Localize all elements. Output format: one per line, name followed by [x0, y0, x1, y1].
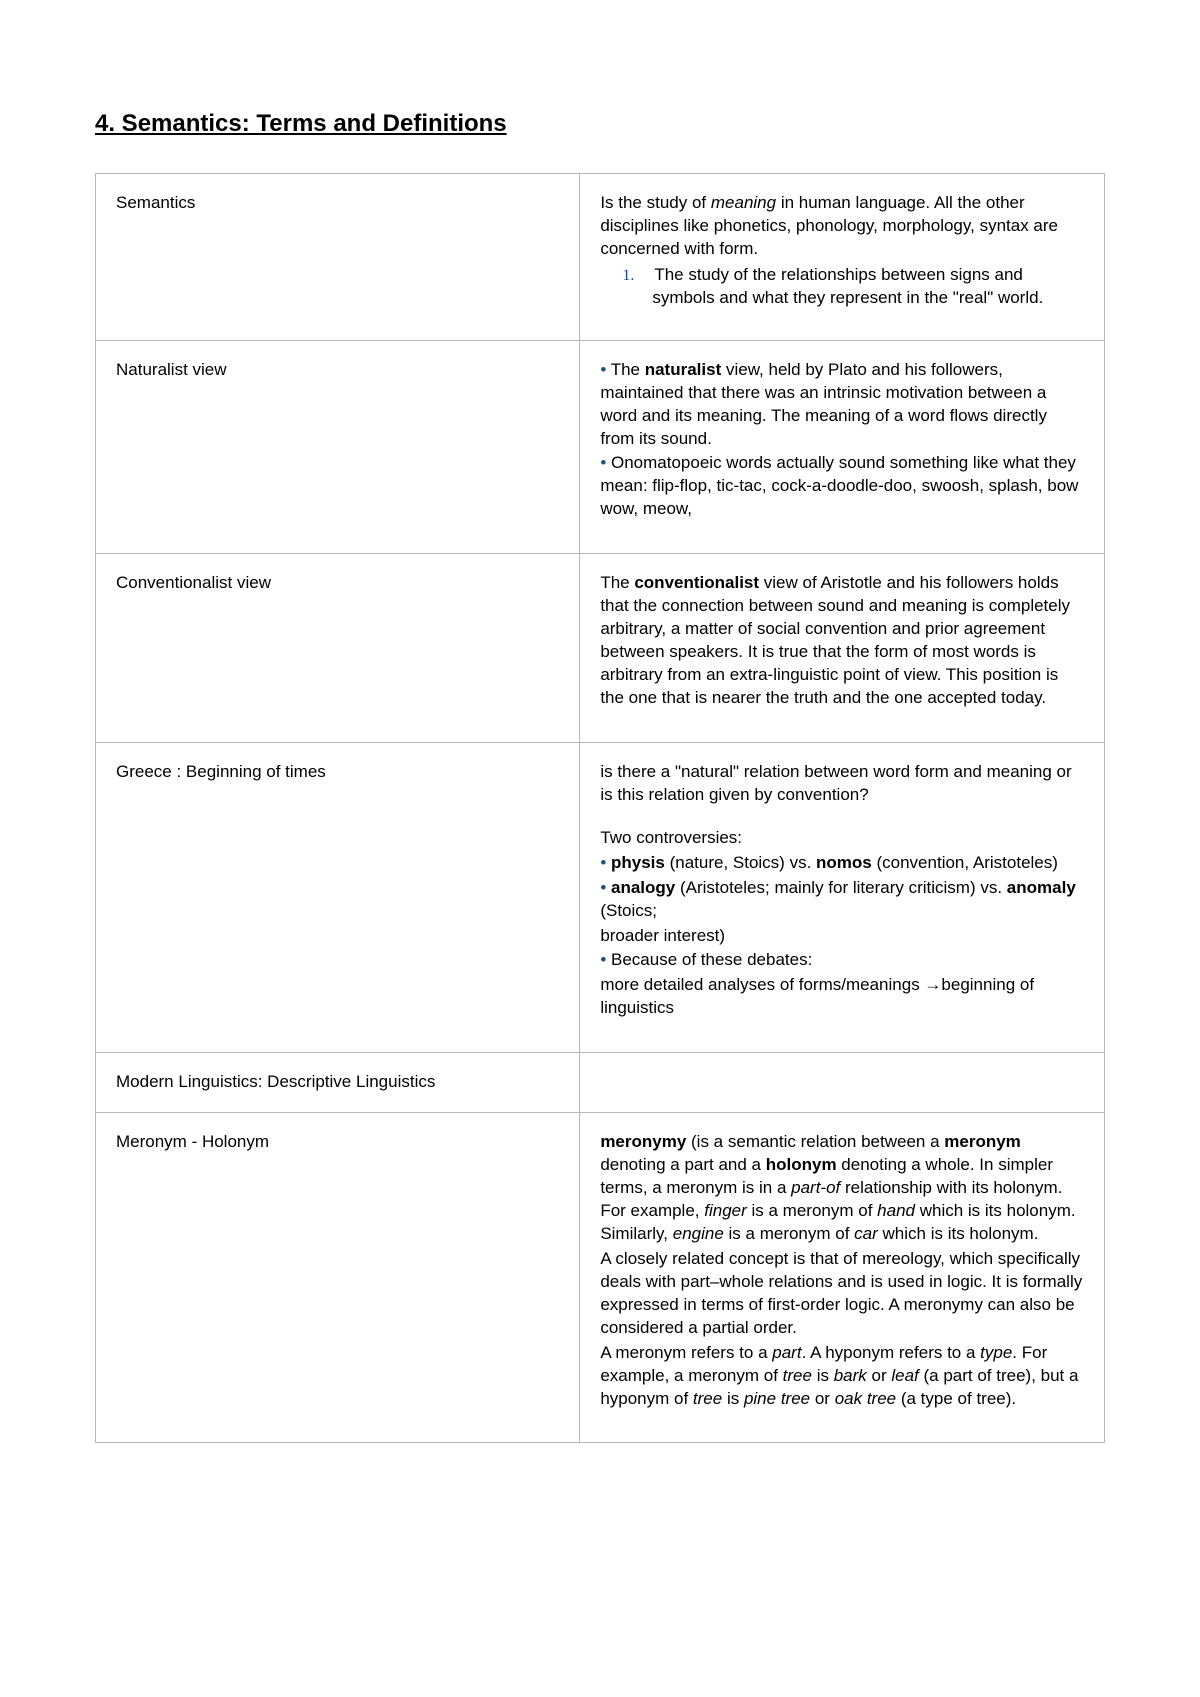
- def-text: part-of: [791, 1178, 840, 1197]
- table-row: Greece : Beginning of times is there a "…: [96, 742, 1105, 1052]
- def-text: or: [810, 1389, 835, 1408]
- def-text: A meronym refers to a: [600, 1343, 772, 1362]
- bullet-icon: •: [600, 360, 610, 379]
- def-text: naturalist: [645, 360, 722, 379]
- def-text: anomaly: [1007, 878, 1076, 897]
- def-text: is: [722, 1389, 744, 1408]
- def-text: is a meronym of: [747, 1201, 877, 1220]
- definition-cell: The conventionalist view of Aristotle an…: [580, 554, 1105, 743]
- def-text: Onomatopoeic words actually sound someth…: [600, 453, 1078, 518]
- bullet-icon: •: [600, 453, 611, 472]
- def-text: A closely related concept is that of mer…: [600, 1248, 1084, 1340]
- def-text: (Stoics;: [600, 901, 657, 920]
- definition-cell: [580, 1053, 1105, 1113]
- page-title: 4. Semantics: Terms and Definitions: [95, 110, 1105, 138]
- def-text: is a meronym of: [724, 1224, 854, 1243]
- bullet-icon: •: [600, 853, 611, 872]
- def-text: meronym: [944, 1132, 1021, 1151]
- def-text: broader interest): [600, 925, 1084, 948]
- term-cell: Modern Linguistics: Descriptive Linguist…: [96, 1053, 580, 1113]
- def-text: Because of these debates:: [611, 950, 812, 969]
- list-number: 1.: [622, 267, 634, 284]
- def-text: engine: [673, 1224, 724, 1243]
- def-text: (Aristoteles; mainly for literary critic…: [675, 878, 1007, 897]
- def-text: car: [854, 1224, 878, 1243]
- def-text: physis: [611, 853, 665, 872]
- def-text: finger: [704, 1201, 747, 1220]
- definition-cell: is there a "natural" relation between wo…: [580, 742, 1105, 1052]
- definitions-table: Semantics Is the study of meaning in hum…: [95, 173, 1105, 1443]
- table-row: Modern Linguistics: Descriptive Linguist…: [96, 1053, 1105, 1113]
- definition-cell: Is the study of meaning in human languag…: [580, 174, 1105, 341]
- bullet-icon: •: [600, 878, 611, 897]
- def-text: conventionalist: [634, 573, 759, 592]
- def-text: holonym: [766, 1155, 837, 1174]
- def-text: tree: [783, 1366, 812, 1385]
- def-text: oak tree: [835, 1389, 896, 1408]
- table-row: Semantics Is the study of meaning in hum…: [96, 174, 1105, 341]
- def-text: is there a "natural" relation between wo…: [600, 761, 1084, 807]
- table-row: Naturalist view • The naturalist view, h…: [96, 340, 1105, 554]
- def-text: (nature, Stoics) vs.: [665, 853, 816, 872]
- term-cell: Meronym - Holonym: [96, 1113, 580, 1443]
- def-text: The study of the relationships between s…: [652, 265, 1043, 307]
- def-text: hand: [877, 1201, 915, 1220]
- def-text: meaning: [711, 193, 776, 212]
- def-text: (a type of tree).: [896, 1389, 1016, 1408]
- definition-cell: meronymy (is a semantic relation between…: [580, 1113, 1105, 1443]
- def-text: pine tree: [744, 1389, 810, 1408]
- term-cell: Semantics: [96, 174, 580, 341]
- def-text: bark: [834, 1366, 867, 1385]
- def-text: The: [600, 573, 634, 592]
- bullet-icon: •: [600, 950, 611, 969]
- term-cell: Naturalist view: [96, 340, 580, 554]
- definition-cell: • The naturalist view, held by Plato and…: [580, 340, 1105, 554]
- def-text: (is a semantic relation between a: [686, 1132, 944, 1151]
- def-text: view of Aristotle and his followers hold…: [600, 573, 1070, 707]
- def-text: is: [812, 1366, 834, 1385]
- def-text: more detailed analyses of forms/meanings…: [600, 974, 1084, 1020]
- def-text: The: [611, 360, 645, 379]
- def-text: analogy: [611, 878, 675, 897]
- def-text: nomos: [816, 853, 872, 872]
- table-row: Meronym - Holonym meronymy (is a semanti…: [96, 1113, 1105, 1443]
- def-text: meronymy: [600, 1132, 686, 1151]
- def-text: leaf: [891, 1366, 918, 1385]
- term-cell: Greece : Beginning of times: [96, 742, 580, 1052]
- def-text: type: [980, 1343, 1012, 1362]
- def-text: part: [772, 1343, 801, 1362]
- def-text: tree: [693, 1389, 722, 1408]
- def-text: . A hyponym refers to a: [802, 1343, 981, 1362]
- def-text: Is the study of: [600, 193, 711, 212]
- term-cell: Conventionalist view: [96, 554, 580, 743]
- def-text: or: [867, 1366, 892, 1385]
- def-text: (convention, Aristoteles): [872, 853, 1058, 872]
- def-text: denoting a part and a: [600, 1155, 765, 1174]
- def-text: which is its holonym.: [878, 1224, 1039, 1243]
- numbered-item: 1. The study of the relationships between…: [600, 264, 1084, 310]
- def-text: Two controversies:: [600, 827, 1084, 850]
- table-row: Conventionalist view The conventionalist…: [96, 554, 1105, 743]
